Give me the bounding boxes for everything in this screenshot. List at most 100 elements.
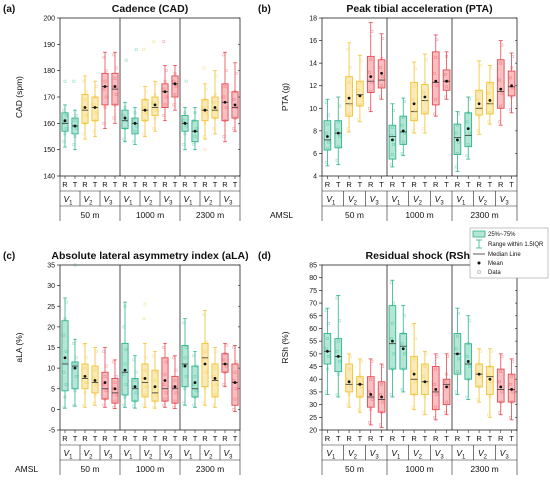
data-point [336,372,340,376]
data-point [183,132,187,136]
data-point [511,360,515,363]
group-label-sub: 3 [505,201,509,207]
data-point [64,300,68,304]
box-v2-T [151,351,159,409]
group-label-main: V [103,194,110,204]
data-point [391,322,394,325]
group-label-sub: 3 [505,455,509,461]
group-label-main: V [456,448,463,458]
data-point [335,393,339,396]
group-label-main: V [391,448,398,458]
data-point [477,362,481,366]
data-point [234,106,238,109]
data-point [123,362,127,366]
group-label-main: V [203,194,210,204]
data-point [401,332,405,335]
data-point [468,97,471,101]
group-label-sub: 2 [149,201,153,207]
data-point [192,119,196,123]
data-point [423,395,427,399]
mean-marker [488,377,492,381]
data-point [476,97,480,101]
group-label-sub: 2 [484,455,488,461]
data-point [370,30,374,33]
data-point [499,104,503,108]
box-v2-R [81,342,89,408]
data-point [103,106,107,109]
side-label: T [73,434,78,443]
amsl-label: AMSL [270,210,293,220]
group-label-sub: 1 [69,201,73,207]
mean-marker [173,82,177,86]
mean-marker [163,379,167,382]
data-point [133,111,137,115]
box-v3-T [111,359,119,409]
data-point [498,410,501,414]
data-point [499,370,503,373]
group-label: V3 [163,194,173,207]
data-point [143,393,147,397]
group-label: V2 [478,448,488,461]
data-point [113,77,117,80]
data-point [466,143,470,146]
side-label: T [153,180,158,189]
box-v3-T [507,52,516,114]
data-point [102,403,106,407]
box-v1-T [399,305,408,393]
data-point [411,324,415,328]
group-label-main: V [163,194,170,204]
y-tick-label: 85 [309,263,317,270]
data-point [164,95,168,99]
data-point [194,389,198,393]
y-tick-label: 10 [47,366,55,373]
data-point [103,375,107,378]
group-label-main: V [413,194,420,204]
mean-marker [123,116,127,120]
data-point [380,382,383,386]
data-point [142,48,146,51]
data-point [172,356,176,360]
data-point [357,408,361,412]
mean-marker [380,71,383,75]
iqr-box [421,363,429,395]
data-point [403,352,406,356]
side-label: R [182,180,188,189]
data-point [114,375,118,378]
data-point [477,114,481,118]
group-label-main: V [63,448,70,458]
data-point [224,69,228,73]
mean-marker [369,393,373,396]
data-point [124,58,128,62]
data-point [162,383,166,386]
mean-marker [412,102,416,106]
group-label-sub: 2 [89,455,93,461]
site-label: 1000 m [405,210,433,220]
data-point [73,119,77,123]
data-point [222,95,226,99]
box-v3-R [431,34,440,117]
group-label: V1 [123,448,133,461]
mean-marker [380,395,383,399]
data-point [192,403,196,407]
data-point [152,127,156,130]
data-point [132,404,136,408]
data-point [223,370,227,374]
data-point [233,397,237,401]
data-point [336,120,340,124]
data-point [466,111,470,115]
group-label-main: V [435,194,442,204]
data-point [104,69,108,73]
data-point [102,56,106,59]
data-point [113,103,117,107]
data-point [103,79,107,83]
mean-marker [326,349,329,353]
data-point [64,127,68,130]
group-label-sub: 1 [129,201,133,207]
data-point [63,360,67,364]
data-point [500,355,504,358]
data-point [162,403,166,407]
data-point [153,399,157,403]
data-point [84,356,88,360]
data-point [454,390,458,394]
data-point [457,112,460,116]
